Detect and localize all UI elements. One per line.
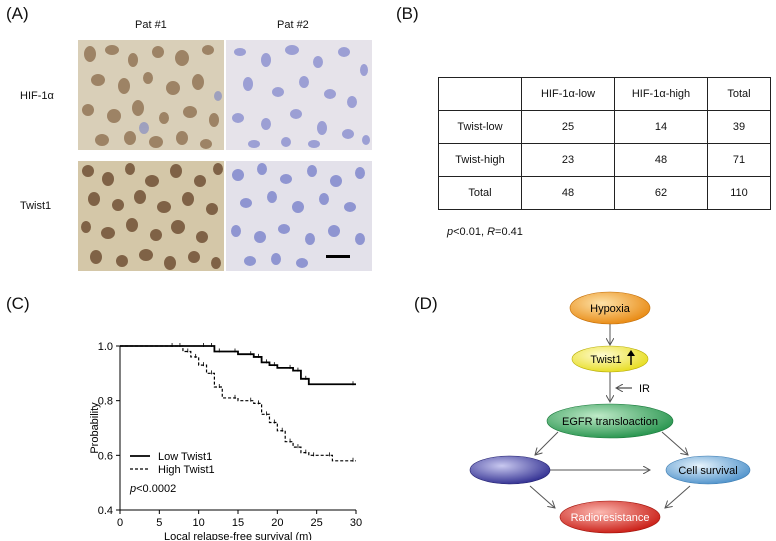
series-line-0 <box>120 345 356 386</box>
node-egfr-label: EGFR transloaction <box>562 416 658 428</box>
row-label-hif: HIF-1α <box>20 90 54 102</box>
row-label-twist: Twist1 <box>20 200 52 212</box>
arrow-egfr-blank <box>535 431 559 455</box>
p-value-annotation: p<0.0002 <box>129 483 176 495</box>
stat-r-value: =0.41 <box>495 226 523 238</box>
x-tick-label: 25 <box>311 517 323 529</box>
table-cell: 110 <box>707 176 771 210</box>
legend-label-0: Low Twist1 <box>158 451 212 463</box>
node-hypoxia <box>569 291 651 325</box>
node-hypoxia-label: Hypoxia <box>590 303 631 315</box>
ir-label: IR <box>639 383 650 395</box>
contingency-table: HIF-1α-low HIF-1α-high Total Twist-low 2… <box>438 77 771 210</box>
table-cell: 23 <box>521 143 615 177</box>
panel-c-label: (C) <box>6 294 30 313</box>
table-row-label: Twist-high <box>438 143 522 177</box>
x-axis-label: Local relapse-free survival (m) <box>164 531 312 540</box>
node-survival <box>665 455 751 485</box>
arrow-egfr-survival <box>661 431 688 455</box>
table-header-cell: Total <box>707 77 771 111</box>
panel-d-label: (D) <box>414 294 438 313</box>
arrow-survival-radio <box>665 485 691 508</box>
y-axis-label: Probability <box>90 402 101 454</box>
legend-label-1: High Twist1 <box>158 464 215 476</box>
table-header-cell <box>438 77 522 111</box>
scale-bar <box>326 255 350 258</box>
stat-p-symbol: p <box>447 226 454 238</box>
y-tick-label: 0.6 <box>98 450 113 462</box>
table-row-label: Twist-low <box>438 110 522 144</box>
stat-r-symbol: R <box>487 226 496 238</box>
survival-chart: 1.0 0.8 0.6 0.4 0 5 10 15 20 25 30 Local relapse-fr… <box>90 341 362 540</box>
table-cell: 48 <box>614 143 708 177</box>
pathway-diagram: Hypoxia Twist1 IR EGFR transloaction Cel… <box>469 291 751 534</box>
arrow-blank-radio <box>529 485 555 508</box>
stat-p-value: <0.01, <box>453 226 488 238</box>
x-tick-label: 0 <box>117 517 123 529</box>
x-tick-label: 10 <box>193 517 205 529</box>
y-tick-label: 1.0 <box>98 341 113 353</box>
node-radio <box>559 500 661 534</box>
panel-b-label: (B) <box>396 4 419 23</box>
panel-a-label: (A) <box>6 4 29 23</box>
node-egfr <box>546 403 674 439</box>
series-line-1 <box>120 345 356 462</box>
table-header-cell: HIF-1α-high <box>614 77 708 111</box>
node-survival-label: Cell survival <box>678 465 737 477</box>
table-cell: 71 <box>707 143 771 177</box>
node-twist <box>571 345 649 373</box>
table-header-cell: HIF-1α-low <box>521 77 615 111</box>
table-cell: 62 <box>614 176 708 210</box>
table-cell: 25 <box>521 110 615 144</box>
micrograph-hif-pat2 <box>226 40 372 150</box>
micrograph-twist-pat1 <box>78 161 224 271</box>
x-tick-label: 30 <box>350 517 362 529</box>
y-tick-label: 0.4 <box>98 505 113 517</box>
col-label-pat1: Pat #1 <box>135 19 167 31</box>
table-cell: 48 <box>521 176 615 210</box>
chart-series <box>120 343 356 462</box>
node-radio-label: Radioresistance <box>571 512 650 524</box>
col-label-pat2: Pat #2 <box>277 19 309 31</box>
node-twist-label: Twist1 <box>590 354 621 366</box>
micrograph-hif-pat1 <box>78 40 224 150</box>
chart-axes: 1.0 0.8 0.6 0.4 0 5 10 15 20 25 30 Local relapse-fr… <box>90 341 362 540</box>
correlation-stat: p<0.01, R=0.41 <box>447 226 523 238</box>
micrograph-twist-pat2 <box>226 161 372 271</box>
x-tick-label: 5 <box>156 517 162 529</box>
node-blank <box>469 455 551 485</box>
table-row-label: Total <box>438 176 522 210</box>
table-cell: 14 <box>614 110 708 144</box>
x-tick-label: 15 <box>232 517 244 529</box>
y-tick-label: 0.8 <box>98 396 113 408</box>
up-arrow-icon <box>627 350 635 365</box>
table-cell: 39 <box>707 110 771 144</box>
x-tick-label: 20 <box>271 517 283 529</box>
